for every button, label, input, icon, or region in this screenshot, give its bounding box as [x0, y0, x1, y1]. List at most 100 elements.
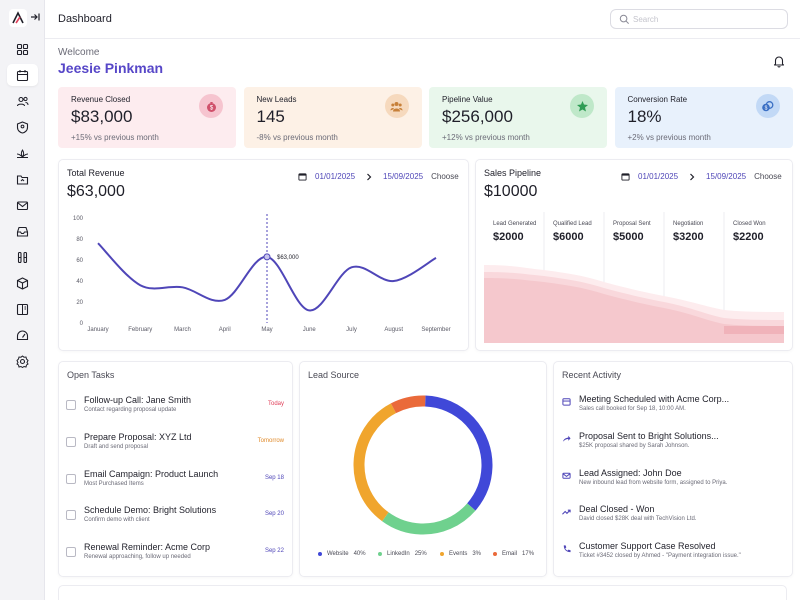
kpi-card-conversion-rate[interactable]: Conversion Rate 18% +2% vs previous month $: [614, 87, 793, 148]
app-logo[interactable]: [9, 9, 27, 27]
sidebar-item-folder[interactable]: [7, 168, 38, 190]
activity-item[interactable]: Customer Support Case Resolved Ticket #34…: [562, 541, 782, 565]
task-subtitle: Renewal approaching, follow up needed: [84, 554, 191, 561]
kpi-label: New Leads: [256, 95, 297, 104]
y-tick-label: 60: [76, 258, 83, 264]
highlight-point[interactable]: [263, 253, 271, 261]
lotus-icon: [16, 148, 29, 158]
task-title: Email Campaign: Product Launch: [84, 468, 219, 479]
kpi-card-pipeline-value[interactable]: Pipeline Value $256,000 +12% vs previous m…: [429, 87, 607, 148]
sidebar-item-shield-user[interactable]: [7, 116, 38, 138]
kpi-value: $256,000: [442, 107, 513, 126]
sidebar-item-lotus[interactable]: [7, 142, 38, 164]
revenue-series-line: [97, 242, 437, 312]
kpi-value: $83,000: [71, 107, 133, 126]
page-title: Dashboard: [58, 13, 112, 25]
sidebar-item-gauge[interactable]: [7, 324, 38, 346]
activity-subtitle: David closed $28K deal with TechVision L…: [579, 516, 697, 523]
kpi-label: Pipeline Value: [442, 95, 493, 104]
pipeline-funnel-graphic: [484, 212, 784, 343]
revenue-date-range[interactable]: 01/01/2025 15/09/2025 Choose: [298, 172, 459, 181]
revenue-date-to[interactable]: 15/09/2025: [383, 172, 424, 181]
y-tick-label: 20: [76, 300, 83, 306]
sidebar-item-mail[interactable]: [7, 194, 38, 216]
sidebar-item-box[interactable]: [7, 272, 38, 294]
pipeline-stage-value: $5000: [613, 231, 644, 243]
pipeline-stage-label: Lead Generated: [493, 221, 537, 227]
kpi-label: Conversion Rate: [627, 95, 688, 104]
kpi-icon-badge: $: [755, 94, 780, 118]
lead-source-title: Lead Source: [308, 370, 360, 380]
x-tick-label: January: [87, 327, 108, 333]
sidebar-item-tools[interactable]: [7, 246, 38, 268]
task-title: Follow-up Call: Jane Smith: [84, 395, 192, 405]
svg-text:$: $: [209, 105, 213, 111]
shield-user-icon: [16, 120, 29, 134]
legend-percent: 25%: [414, 551, 427, 557]
task-row[interactable]: Renewal Reminder: Acme Corp Renewal appro…: [66, 540, 286, 564]
kpi-card-new-leads[interactable]: New Leads 145 -8% vs previous month: [243, 87, 422, 148]
calendar-icon: [621, 173, 630, 181]
star-badge-icon: [576, 100, 588, 111]
activity-title: Customer Support Case Resolved: [579, 541, 716, 552]
activity-item[interactable]: Lead Assigned: John Doe New inbound lead …: [562, 468, 782, 492]
task-title: Renewal Reminder: Acme Corp: [84, 542, 211, 553]
search-input[interactable]: [633, 12, 783, 26]
activity-item[interactable]: Proposal Sent to Bright Solutions... $25K…: [562, 431, 782, 455]
activity-item[interactable]: Deal Closed - Won David closed $28K deal …: [562, 504, 782, 528]
tools-icon: [17, 251, 28, 263]
svg-text:$: $: [765, 105, 768, 111]
sidebar-item-users[interactable]: [7, 90, 38, 112]
top-bar: Dashboard: [45, 0, 800, 39]
phone-icon: [563, 545, 571, 553]
legend-item-linkedin: LinkedIn 25%: [378, 551, 427, 557]
pipeline-date-from[interactable]: 01/01/2025: [638, 172, 679, 181]
task-checkbox[interactable]: [66, 436, 76, 447]
pipeline-date-to[interactable]: 15/09/2025: [706, 172, 747, 181]
x-tick-label: September: [421, 327, 450, 333]
activity-item[interactable]: Meeting Scheduled with Acme Corp... Sales…: [562, 394, 782, 418]
trend-up-icon: [562, 510, 571, 515]
pipeline-stage-value: $6000: [553, 231, 584, 243]
task-row[interactable]: Email Campaign: Product Launch Most Purch…: [66, 467, 286, 491]
task-checkbox[interactable]: [66, 400, 76, 410]
pipeline-date-range[interactable]: 01/01/2025 15/09/2025 Choose: [621, 172, 782, 181]
box-icon: [16, 276, 29, 290]
sidebar-item-book[interactable]: [7, 298, 38, 320]
pipeline-choose-button[interactable]: Choose: [754, 172, 782, 181]
activity-subtitle: Ticket #3452 closed by Ahmed - "Payment …: [579, 553, 741, 560]
task-row[interactable]: Prepare Proposal: XYZ Ltd Draft and send …: [66, 430, 286, 454]
legend-swatch: [318, 552, 322, 556]
task-checkbox[interactable]: [66, 547, 76, 558]
sidebar-item-inbox[interactable]: [7, 220, 38, 242]
x-tick-label: May: [261, 327, 272, 333]
revenue-choose-button[interactable]: Choose: [431, 172, 459, 181]
collapse-sidebar-icon[interactable]: [30, 12, 40, 22]
notification-bell-icon[interactable]: [772, 54, 786, 68]
revenue-marker-label: $63,000: [277, 255, 299, 261]
sidebar-item-settings[interactable]: [7, 350, 38, 372]
task-row[interactable]: Schedule Demo: Bright Solutions Confirm d…: [66, 503, 286, 527]
sidebar-item-dashboard-grid[interactable]: [7, 38, 38, 60]
kpi-delta: -8% vs previous month: [256, 133, 338, 142]
x-tick-label: April: [219, 327, 231, 333]
chevron-right-icon: [367, 173, 372, 180]
search-icon: [619, 14, 629, 24]
activity-subtitle: New inbound lead from website form, assi…: [579, 479, 728, 486]
task-due: Tomorrow: [257, 437, 284, 444]
kpi-delta: +2% vs previous month: [627, 133, 711, 142]
task-checkbox[interactable]: [66, 510, 76, 521]
open-tasks-title: Open Tasks: [67, 370, 115, 380]
pipeline-stage-label: Proposal Sent: [613, 221, 651, 227]
sidebar-item-calendar[interactable]: [7, 64, 38, 86]
kpi-card-revenue-closed[interactable]: Revenue Closed $83,000 +15% vs previous mo…: [58, 87, 236, 148]
task-row[interactable]: Follow-up Call: Jane Smith Contact regard…: [66, 393, 286, 417]
revenue-date-from[interactable]: 01/01/2025: [315, 172, 356, 181]
task-due: Sep 22: [264, 548, 284, 555]
search-box[interactable]: [610, 9, 788, 29]
share-arrow-icon: [562, 435, 571, 442]
total-revenue-title: Total Revenue: [67, 168, 125, 178]
legend-percent: 17%: [522, 551, 535, 557]
task-due: Today: [267, 401, 284, 407]
task-checkbox[interactable]: [66, 473, 76, 484]
